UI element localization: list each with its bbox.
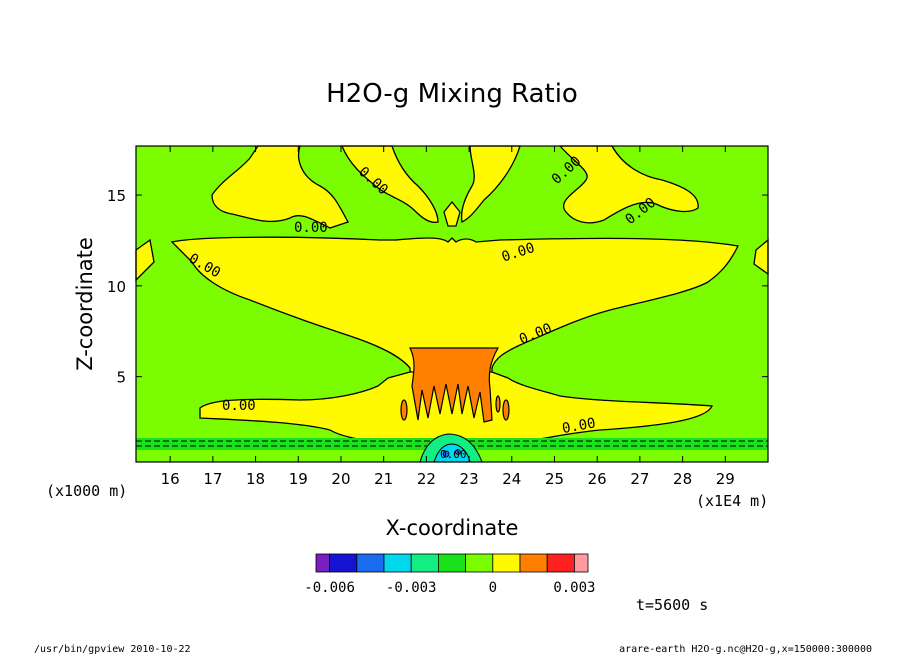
- x-tick-label: 28: [673, 470, 692, 488]
- colorbar-swatch: [383, 553, 412, 573]
- contour-label: 0.00: [294, 220, 328, 236]
- orange-cell: [495, 395, 501, 413]
- y-axis: 5 10 15: [107, 187, 768, 387]
- colorbar-tick-label: -0.003: [386, 580, 437, 596]
- y-unit-label: (x1000 m): [46, 482, 127, 500]
- central-spike: [443, 200, 461, 227]
- colorbar-tick-label: 0.003: [553, 580, 595, 596]
- colorbar-swatch: [519, 553, 548, 573]
- x-axis-title: X-coordinate: [386, 516, 519, 540]
- y-tick-label: 5: [116, 369, 126, 387]
- x-tick-label: 18: [246, 470, 265, 488]
- orange-cell: [400, 399, 408, 421]
- x-axis: 16 17 18 19 20 21 22 23 24 25 26 27 28 29: [161, 146, 735, 488]
- y-axis-title: Z-coordinate: [73, 237, 97, 371]
- colorbar-swatch: [574, 553, 589, 573]
- colorbar-swatch: [546, 553, 575, 573]
- x-unit-label: (x1E4 m): [696, 492, 768, 510]
- upper-right-plume: [460, 145, 521, 223]
- colorbar-tick-label: 0: [489, 580, 497, 596]
- contour-label: 0.00: [561, 415, 597, 437]
- surface-core-inner: [433, 443, 471, 463]
- colorbar-swatch: [410, 553, 439, 573]
- x-tick-label: 19: [289, 470, 308, 488]
- colorbar-swatch: [465, 553, 494, 573]
- x-tick-label: 16: [161, 470, 180, 488]
- x-tick-label: 17: [203, 470, 222, 488]
- x-tick-label: 27: [630, 470, 649, 488]
- x-tick-label: 23: [460, 470, 479, 488]
- x-tick-label: 24: [502, 470, 521, 488]
- contour-label: 0.00: [440, 448, 467, 461]
- contour-labels: 0.00 0.00 0.00 0.00 0.00 0.00 0.00 0.00 …: [186, 153, 659, 461]
- upper-left-plume: [211, 145, 349, 229]
- surface-layer: [136, 433, 768, 463]
- y-tick-label: 10: [107, 278, 126, 296]
- x-tick-label: 20: [331, 470, 350, 488]
- colorbar-swatch: [329, 553, 358, 573]
- time-label: t=5600 s: [636, 596, 708, 614]
- colorbar-swatch: [315, 553, 330, 573]
- lower-shelf-region: [199, 371, 713, 443]
- x-tick-label: 21: [374, 470, 393, 488]
- surface-core-min: [442, 450, 450, 458]
- upper-left-plume-2: [341, 145, 439, 224]
- colorbar-swatch: [356, 553, 385, 573]
- chart-title: H2O-g Mixing Ratio: [326, 79, 578, 109]
- colorbar-swatch: [492, 553, 521, 573]
- surface-core-min: [455, 449, 461, 455]
- orange-core: [409, 347, 500, 423]
- y-tick-label: 15: [107, 187, 126, 205]
- positive-anomaly-regions: [135, 145, 769, 443]
- x-tick-label: 22: [417, 470, 436, 488]
- x-tick-label: 29: [716, 470, 735, 488]
- footer-right: arare-earth_H2O-g.nc@H2O-g,x=150000:3000…: [619, 644, 872, 654]
- plot-frame: [135, 145, 769, 463]
- colorbar: -0.006 -0.003 0 0.003: [304, 553, 595, 596]
- footer-left: /usr/bin/gpview 2010-10-22: [34, 644, 191, 654]
- orange-cell: [502, 399, 510, 421]
- x-tick-label: 25: [545, 470, 564, 488]
- plot-area: 0.00 0.00 0.00 0.00 0.00 0.00 0.00 0.00 …: [135, 145, 769, 463]
- x-tick-label: 26: [588, 470, 607, 488]
- anvil-region: [170, 236, 739, 379]
- contour-label: 0.00: [222, 398, 256, 414]
- convective-core: [400, 347, 510, 423]
- upper-right-plume-2: [558, 145, 699, 224]
- colorbar-tick-label: -0.006: [304, 580, 355, 596]
- colorbar-swatch: [437, 553, 466, 573]
